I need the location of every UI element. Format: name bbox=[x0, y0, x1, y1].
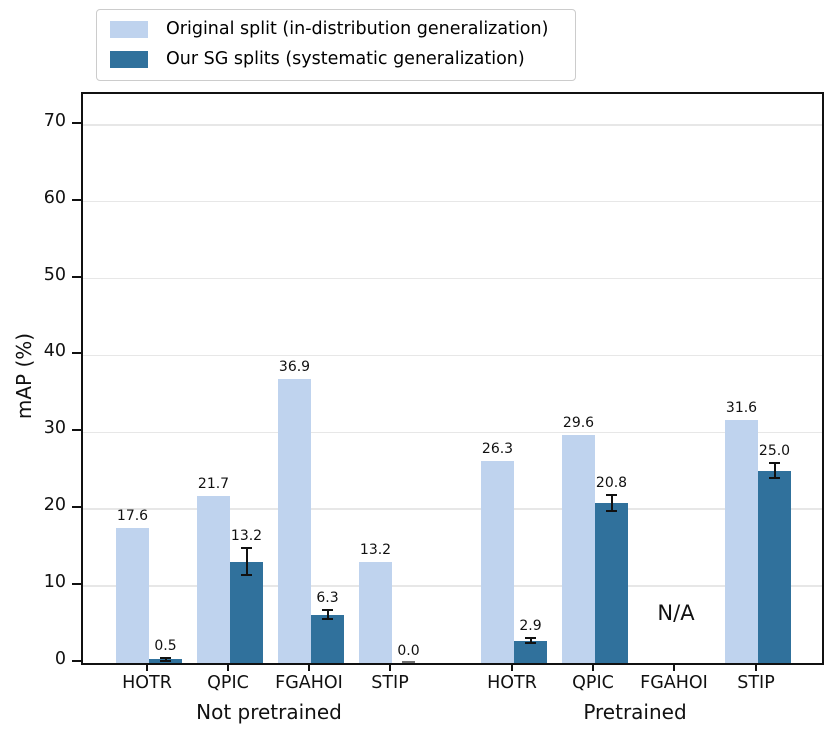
error-cap-top-0 bbox=[160, 656, 171, 659]
error-bar-7 bbox=[773, 463, 776, 479]
legend-label-original-split: Original split (in-distribution generali… bbox=[166, 19, 549, 39]
group-label-not-pretrained: Not pretrained bbox=[196, 700, 342, 724]
error-cap-bottom-7 bbox=[769, 477, 780, 480]
error-bar-2 bbox=[326, 609, 329, 620]
bar-sg-qpic-5 bbox=[595, 503, 628, 663]
value-label-original-4: 26.3 bbox=[481, 440, 514, 457]
x-tick-mark-5 bbox=[592, 663, 594, 671]
y-tick-label-60: 60 bbox=[43, 187, 66, 208]
bar-original-stip-3 bbox=[359, 561, 392, 663]
x-tick-mark-7 bbox=[755, 663, 757, 671]
y-tick-label-30: 30 bbox=[43, 418, 66, 439]
y-tick-mark-20 bbox=[72, 506, 81, 509]
error-bar-1 bbox=[245, 547, 248, 576]
bar-original-hotr-4 bbox=[481, 460, 514, 663]
gridline-y-10 bbox=[83, 585, 822, 587]
group-label-pretrained: Pretrained bbox=[583, 700, 687, 724]
error-cap-top-2 bbox=[322, 608, 333, 611]
value-label-original-2: 36.9 bbox=[278, 359, 311, 376]
plot-area: 17.6 21.7 36.9 13.2 26.3 29.6 31.6 0.5 13.2 6.3 0.… bbox=[81, 92, 824, 665]
y-tick-mark-50 bbox=[72, 275, 81, 278]
gridline-y-50 bbox=[83, 277, 822, 280]
error-cap-top-1 bbox=[241, 546, 252, 549]
x-tick-label-stip-7: STIP bbox=[737, 673, 775, 693]
error-bar-0 bbox=[164, 657, 167, 661]
value-label-original-1: 21.7 bbox=[197, 476, 230, 493]
y-tick-label-40: 40 bbox=[43, 341, 66, 362]
legend-item-original-split: Original split (in-distribution generali… bbox=[110, 19, 561, 41]
value-label-sg-7: 25.0 bbox=[758, 443, 791, 460]
y-tick-mark-40 bbox=[72, 352, 81, 355]
bar-zero-mark-3 bbox=[402, 660, 415, 663]
error-bar-5 bbox=[610, 495, 613, 511]
value-label-sg-2: 6.3 bbox=[316, 589, 339, 606]
x-tick-mark-3 bbox=[389, 663, 391, 671]
bar-sg-qpic-1 bbox=[230, 561, 263, 663]
error-cap-top-7 bbox=[769, 462, 780, 465]
value-label-sg-1: 13.2 bbox=[230, 527, 263, 544]
gridline-y-20 bbox=[83, 508, 822, 510]
y-tick-label-10: 10 bbox=[43, 572, 66, 593]
y-tick-mark-60 bbox=[72, 198, 81, 201]
bar-original-qpic-5 bbox=[562, 435, 595, 663]
error-cap-bottom-0 bbox=[160, 659, 171, 662]
gridline-y-30 bbox=[83, 431, 822, 434]
x-tick-mark-6 bbox=[673, 663, 675, 671]
x-tick-label-qpic-5: QPIC bbox=[572, 673, 614, 693]
y-tick-label-70: 70 bbox=[43, 110, 66, 131]
value-label-original-3: 13.2 bbox=[359, 541, 392, 558]
x-tick-mark-0 bbox=[146, 663, 148, 671]
error-cap-bottom-1 bbox=[241, 574, 252, 577]
x-tick-mark-4 bbox=[511, 663, 513, 671]
y-tick-mark-70 bbox=[72, 121, 81, 124]
y-tick-mark-0 bbox=[72, 660, 81, 662]
x-tick-label-hotr-0: HOTR bbox=[122, 673, 172, 693]
x-tick-label-qpic-1: QPIC bbox=[207, 673, 249, 693]
error-cap-top-5 bbox=[606, 494, 617, 497]
value-label-original-5: 29.6 bbox=[562, 415, 595, 432]
value-label-sg-3: 0.0 bbox=[397, 643, 420, 659]
x-tick-mark-1 bbox=[227, 663, 229, 671]
bar-original-stip-7 bbox=[725, 420, 758, 663]
x-tick-label-fgahoi-2: FGAHOI bbox=[275, 673, 343, 693]
legend-item-sg-splits: Our SG splits (systematic generalization… bbox=[110, 49, 561, 71]
gridline-y-60 bbox=[83, 200, 822, 203]
value-label-sg-5: 20.8 bbox=[595, 475, 628, 492]
error-cap-bottom-4 bbox=[525, 642, 536, 645]
bar-original-fgahoi-2 bbox=[278, 379, 311, 663]
error-cap-top-4 bbox=[525, 637, 536, 640]
legend-label-sg-splits: Our SG splits (systematic generalization… bbox=[166, 48, 525, 69]
x-tick-mark-2 bbox=[308, 663, 310, 671]
legend-swatch-sg-splits bbox=[110, 51, 148, 69]
y-tick-label-0: 0 bbox=[54, 649, 66, 669]
value-label-sg-0: 0.5 bbox=[154, 637, 177, 654]
value-label-original-0: 17.6 bbox=[116, 507, 149, 524]
x-tick-label-fgahoi-6: FGAHOI bbox=[640, 673, 708, 693]
error-cap-bottom-5 bbox=[606, 509, 617, 512]
value-label-original-7: 31.6 bbox=[725, 400, 758, 417]
gridline-y-70 bbox=[83, 124, 822, 126]
bar-original-qpic-1 bbox=[197, 496, 230, 663]
x-tick-label-hotr-4: HOTR bbox=[487, 673, 537, 693]
x-tick-label-stip-3: STIP bbox=[371, 673, 409, 693]
error-cap-bottom-2 bbox=[322, 618, 333, 621]
legend-swatch-original-split bbox=[110, 21, 148, 39]
y-tick-mark-30 bbox=[72, 429, 81, 432]
annotation-na-0: N/A bbox=[657, 601, 695, 625]
value-label-sg-4: 2.9 bbox=[519, 618, 542, 635]
bar-original-hotr-0 bbox=[116, 527, 149, 663]
error-bar-4 bbox=[529, 638, 532, 644]
y-tick-label-50: 50 bbox=[43, 264, 66, 285]
y-tick-mark-10 bbox=[72, 583, 81, 586]
legend: Original split (in-distribution generali… bbox=[96, 9, 576, 81]
gridline-y-40 bbox=[83, 354, 822, 357]
bar-sg-fgahoi-2 bbox=[311, 614, 344, 663]
bar-sg-hotr-4 bbox=[514, 640, 547, 663]
y-tick-label-20: 20 bbox=[43, 495, 66, 516]
bar-sg-stip-7 bbox=[758, 470, 791, 663]
